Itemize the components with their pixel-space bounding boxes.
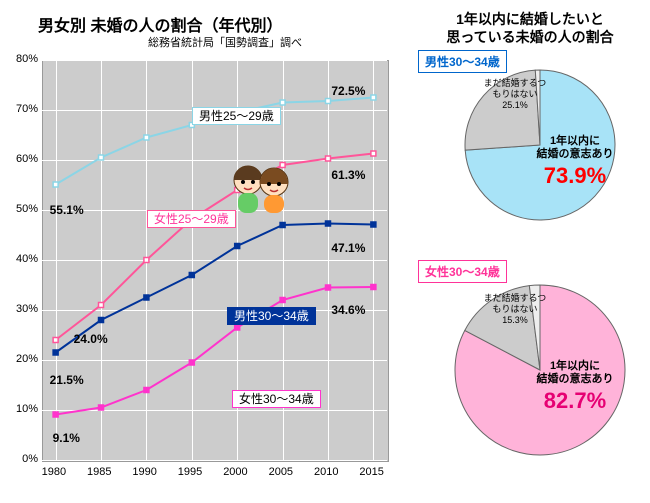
people-icon	[230, 160, 292, 215]
annotation: 9.1%	[53, 431, 80, 445]
series-label-m25: 男性25～29歳	[192, 107, 281, 125]
series-label-m30: 男性30～34歳	[227, 307, 316, 325]
series-label-f25: 女性25～29歳	[147, 210, 236, 228]
annotation: 34.6%	[331, 303, 365, 317]
annotation: 55.1%	[50, 203, 84, 217]
pie-panel: 1年以内に結婚したいと 思っている未婚の人の割合 男性30～34歳まだ結婚するつ…	[410, 0, 650, 503]
annotation: 24.0%	[74, 332, 108, 346]
pie-minor-label-f30: まだ結婚するつもりはない15.3%	[480, 293, 550, 325]
series-label-f30: 女性30～34歳	[232, 390, 321, 408]
annotation: 61.3%	[331, 168, 365, 182]
annotation: 47.1%	[331, 241, 365, 255]
pie-major-label-f30: 1年以内に結婚の意志あり	[520, 360, 630, 386]
pie-big-pct-f30: 82.7%	[520, 388, 630, 414]
annotation: 21.5%	[50, 373, 84, 387]
line-chart-panel: 男女別 未婚の人の割合（年代別） 総務省統計局「国勢調査」調べ 0%10%20%…	[0, 0, 410, 503]
root: 男女別 未婚の人の割合（年代別） 総務省統計局「国勢調査」調べ 0%10%20%…	[0, 0, 650, 503]
annotation: 72.5%	[331, 84, 365, 98]
